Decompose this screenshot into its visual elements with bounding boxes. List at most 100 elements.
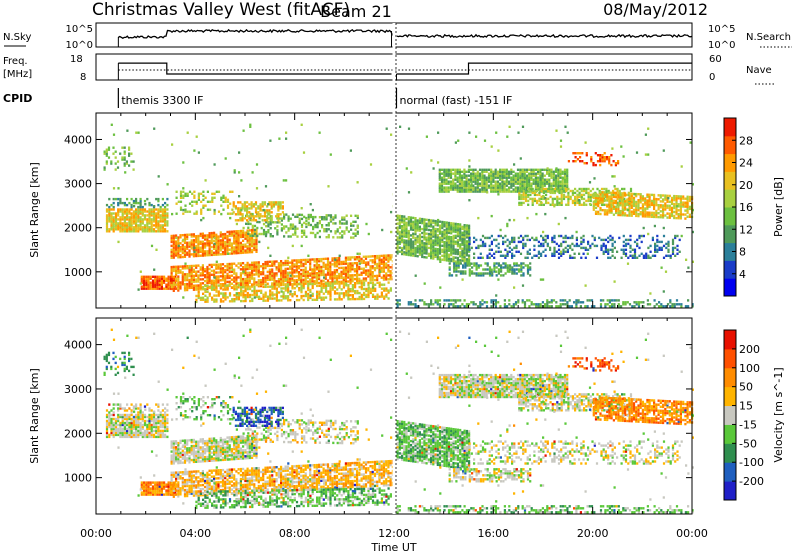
power-cell: [244, 267, 247, 271]
power-cell: [566, 236, 569, 240]
power-cell: [242, 299, 245, 303]
power-cell: [167, 281, 170, 284]
power-cell: [300, 268, 303, 272]
power-cell: [188, 190, 192, 193]
power-cell: [316, 284, 319, 288]
power-cell: [160, 285, 163, 288]
power-cell: [192, 264, 195, 268]
power-cell: [441, 230, 444, 234]
power-cell: [376, 256, 379, 260]
power-cell: [186, 241, 189, 244]
power-cell: [351, 266, 354, 269]
power-cell: [383, 295, 386, 298]
power-cell: [233, 300, 236, 303]
power-cell: [155, 212, 158, 215]
power-cell: [468, 268, 471, 271]
power-cell: [580, 187, 583, 191]
power-cell: [204, 234, 207, 237]
power-cell: [454, 182, 457, 185]
power-cell: [269, 285, 272, 288]
power-cell: [376, 274, 379, 278]
power-cell: [398, 236, 401, 239]
power-cell: [248, 217, 251, 220]
power-cell: [662, 194, 665, 197]
power-cell: [548, 178, 551, 181]
power-cell: [305, 235, 308, 238]
power-cell: [257, 213, 260, 216]
power-cell: [275, 283, 278, 286]
power-cell: [430, 253, 433, 256]
power-cell: [230, 252, 233, 255]
power-cell: [112, 205, 115, 209]
power-cell: [331, 279, 334, 282]
power-cell: [403, 239, 406, 242]
power-cell: [110, 226, 113, 229]
power-cell: [318, 265, 321, 269]
power-cell: [545, 193, 548, 197]
power-cell: [363, 297, 366, 301]
power-cell: [266, 274, 269, 277]
power-cell: [448, 262, 451, 265]
power-cell: [190, 276, 193, 280]
power-cell: [188, 286, 191, 290]
power-cell: [149, 285, 152, 288]
power-cell: [316, 290, 319, 293]
power-cell: [289, 281, 292, 284]
power-cell: [329, 296, 332, 299]
power-cell: [649, 250, 652, 253]
power-cell: [267, 229, 270, 232]
power-cell: [167, 285, 170, 288]
power-cell: [204, 270, 207, 273]
power-cell: [140, 287, 143, 290]
power-cell: [233, 252, 236, 255]
power-cell: [248, 275, 251, 278]
power-cell: [278, 217, 281, 220]
power-cell: [604, 244, 607, 248]
power-cell: [492, 184, 495, 187]
power-cell: [208, 232, 211, 235]
power-cell: [160, 281, 163, 284]
power-cell: [306, 260, 309, 263]
power-cell: [224, 244, 227, 248]
power-cell: [265, 225, 268, 228]
power-cell: [438, 224, 442, 227]
power-cell: [401, 246, 404, 250]
power-cell: [401, 217, 404, 220]
power-cell: [239, 219, 242, 222]
power-cell: [230, 244, 233, 247]
power-cell: [517, 250, 520, 253]
power-cell: [569, 236, 572, 240]
power-cell: [549, 246, 552, 250]
power-cell: [186, 233, 189, 236]
power-cell: [405, 253, 408, 256]
power-cell: [112, 222, 115, 225]
power-cell: [463, 168, 466, 171]
power-cell: [416, 219, 419, 222]
power-cell: [309, 288, 312, 292]
power-cell: [235, 278, 238, 281]
power-cell: [403, 215, 406, 218]
power-cell: [239, 268, 242, 271]
power-cell: [148, 230, 151, 233]
power-cell: [206, 240, 209, 243]
power-cell: [197, 270, 200, 273]
power-cell: [235, 248, 238, 251]
power-cell: [356, 226, 359, 229]
power-cell: [197, 194, 200, 197]
power-cell: [123, 226, 126, 229]
power-cell: [130, 208, 133, 211]
power-cell: [244, 235, 247, 238]
power-cell: [217, 253, 220, 256]
power-cell: [405, 223, 408, 227]
power-cell: [418, 243, 421, 246]
power-cell: [352, 220, 355, 223]
power-cell: [617, 203, 620, 207]
power-cell: [268, 209, 271, 212]
power-cell: [295, 294, 299, 298]
power-cell: [378, 268, 381, 272]
power-cell: [255, 293, 258, 297]
power-cell: [440, 176, 444, 179]
power-cell: [126, 228, 129, 231]
power-cell: [345, 282, 348, 285]
power-cell: [117, 203, 120, 207]
